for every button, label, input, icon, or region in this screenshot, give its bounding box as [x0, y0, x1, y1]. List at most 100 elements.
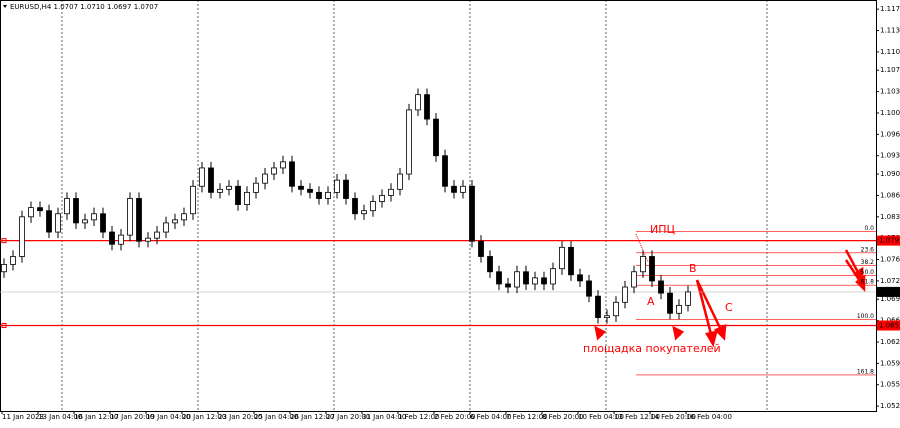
- x-tick-label: 19 Jan 04:00: [146, 413, 190, 421]
- candle-body: [235, 185, 241, 205]
- y-tick-label: 1.0830: [880, 213, 900, 221]
- candle-body: [577, 274, 583, 282]
- y-tick-label: 1.0695: [880, 295, 900, 303]
- candle-body: [595, 295, 601, 318]
- candle-body: [19, 216, 25, 257]
- candle-body: [424, 94, 430, 120]
- candle-body: [307, 188, 313, 193]
- y-tick-label: 1.1170: [880, 5, 900, 13]
- x-tick-label: 16 Jan 12:00: [74, 413, 118, 421]
- candle-body: [487, 256, 493, 273]
- candle-body: [37, 207, 43, 212]
- candle-body: [181, 213, 187, 221]
- y-tick-label: 1.0625: [880, 338, 900, 346]
- annotation: A: [647, 295, 655, 308]
- candle-body: [370, 201, 376, 212]
- x-tick-label: 27 Jan 20:00: [326, 413, 370, 421]
- fib-label: 50.0: [861, 269, 875, 276]
- candle-body: [163, 222, 169, 233]
- candle-body: [379, 195, 385, 202]
- x-tick-label: 10 Feb 04:00: [578, 413, 624, 421]
- y-tick-label: 1.1035: [880, 88, 900, 96]
- x-tick-label: 8 Feb 20:00: [542, 413, 583, 421]
- fib-label: 100.0: [857, 313, 874, 320]
- candle-body: [505, 283, 511, 288]
- x-tick-label: 13 Jan 04:00: [38, 413, 82, 421]
- x-tick-label: 20 Jan 12:00: [182, 413, 226, 421]
- x-tick-label: 16 Feb 04:00: [686, 413, 732, 421]
- candle-body: [172, 219, 178, 224]
- candle-body: [271, 167, 277, 175]
- plot-frame: [0, 0, 877, 412]
- candle-body: [469, 185, 475, 242]
- y-tick-label: 1.1100: [880, 48, 900, 56]
- candle-body: [208, 167, 214, 193]
- candle-body: [316, 191, 322, 199]
- candle-body: [46, 210, 52, 233]
- candle-body: [676, 304, 682, 314]
- x-tick-label: 31 Jan 04:00: [362, 413, 406, 421]
- candle-body: [136, 198, 142, 242]
- y-tick-label: 1.0965: [880, 130, 900, 138]
- candle-body: [613, 301, 619, 317]
- y-tick-label: 1.0760: [880, 256, 900, 264]
- candle-body: [622, 286, 628, 303]
- candle-body: [298, 185, 304, 190]
- candle-body: [100, 213, 106, 233]
- y-tick-label: 1.1070: [880, 66, 900, 74]
- candle-body: [325, 191, 331, 199]
- annotation: B: [689, 262, 697, 275]
- candle-body: [649, 256, 655, 282]
- y-tick-label: 1.0590: [880, 359, 900, 367]
- x-tick-label: 25 Jan 04:00: [254, 413, 298, 421]
- x-tick-label: 26 Jan 12:00: [290, 413, 334, 421]
- candle-body: [541, 277, 547, 285]
- y-tick-label: 1.1000: [880, 109, 900, 117]
- fib-label: 23.6: [861, 246, 875, 253]
- candle-body: [667, 292, 673, 314]
- y-tick-label: 1.0930: [880, 152, 900, 160]
- candle-body: [433, 118, 439, 157]
- fib-label: 0.0: [864, 225, 874, 232]
- candle-body: [280, 161, 286, 169]
- x-tick-label: 17 Jan 20:00: [110, 413, 154, 421]
- candle-body: [1, 264, 7, 273]
- fib-label: 161.8: [857, 368, 874, 375]
- level-marker: [1, 323, 7, 329]
- candle-body: [568, 246, 574, 276]
- candle-body: [10, 256, 16, 265]
- candle-body: [496, 271, 502, 285]
- candle-body: [262, 173, 268, 184]
- y-tick-label: 1.1135: [880, 27, 900, 35]
- candle-body: [118, 234, 124, 245]
- candle-body: [154, 231, 160, 239]
- candle-body: [631, 271, 637, 288]
- candle-body: [559, 246, 565, 270]
- candle-body: [361, 210, 367, 215]
- annotation: ИПЦ: [650, 223, 676, 236]
- x-tick-label: 7 Feb 12:00: [506, 413, 547, 421]
- price-tag-label: 1.0707: [879, 288, 900, 296]
- candle-body: [478, 240, 484, 257]
- candle-body: [460, 185, 466, 193]
- candle-body: [73, 198, 79, 224]
- candle-body: [343, 179, 349, 199]
- candle-body: [64, 198, 70, 215]
- candle-body: [685, 291, 691, 306]
- x-tick-label: 23 Jan 20:00: [218, 413, 262, 421]
- x-tick-label: 11 Jan 2023: [2, 413, 44, 421]
- candle-body: [397, 173, 403, 190]
- annotation: площадка покупателей: [583, 342, 721, 355]
- y-tick-label: 1.0865: [880, 191, 900, 199]
- candle-body: [514, 271, 520, 288]
- annotation: C: [725, 301, 733, 314]
- candle-body: [550, 268, 556, 285]
- candle-body: [199, 167, 205, 187]
- candle-body: [82, 219, 88, 224]
- price-tag: [877, 286, 900, 297]
- candle-body: [442, 155, 448, 187]
- x-tick-label: 6 Feb 04:00: [470, 413, 511, 421]
- chart-title: EURUSD,H4 1.0707 1.0710 1.0697 1.0707: [10, 3, 158, 11]
- arrows: [594, 249, 866, 348]
- candle-body: [532, 277, 538, 285]
